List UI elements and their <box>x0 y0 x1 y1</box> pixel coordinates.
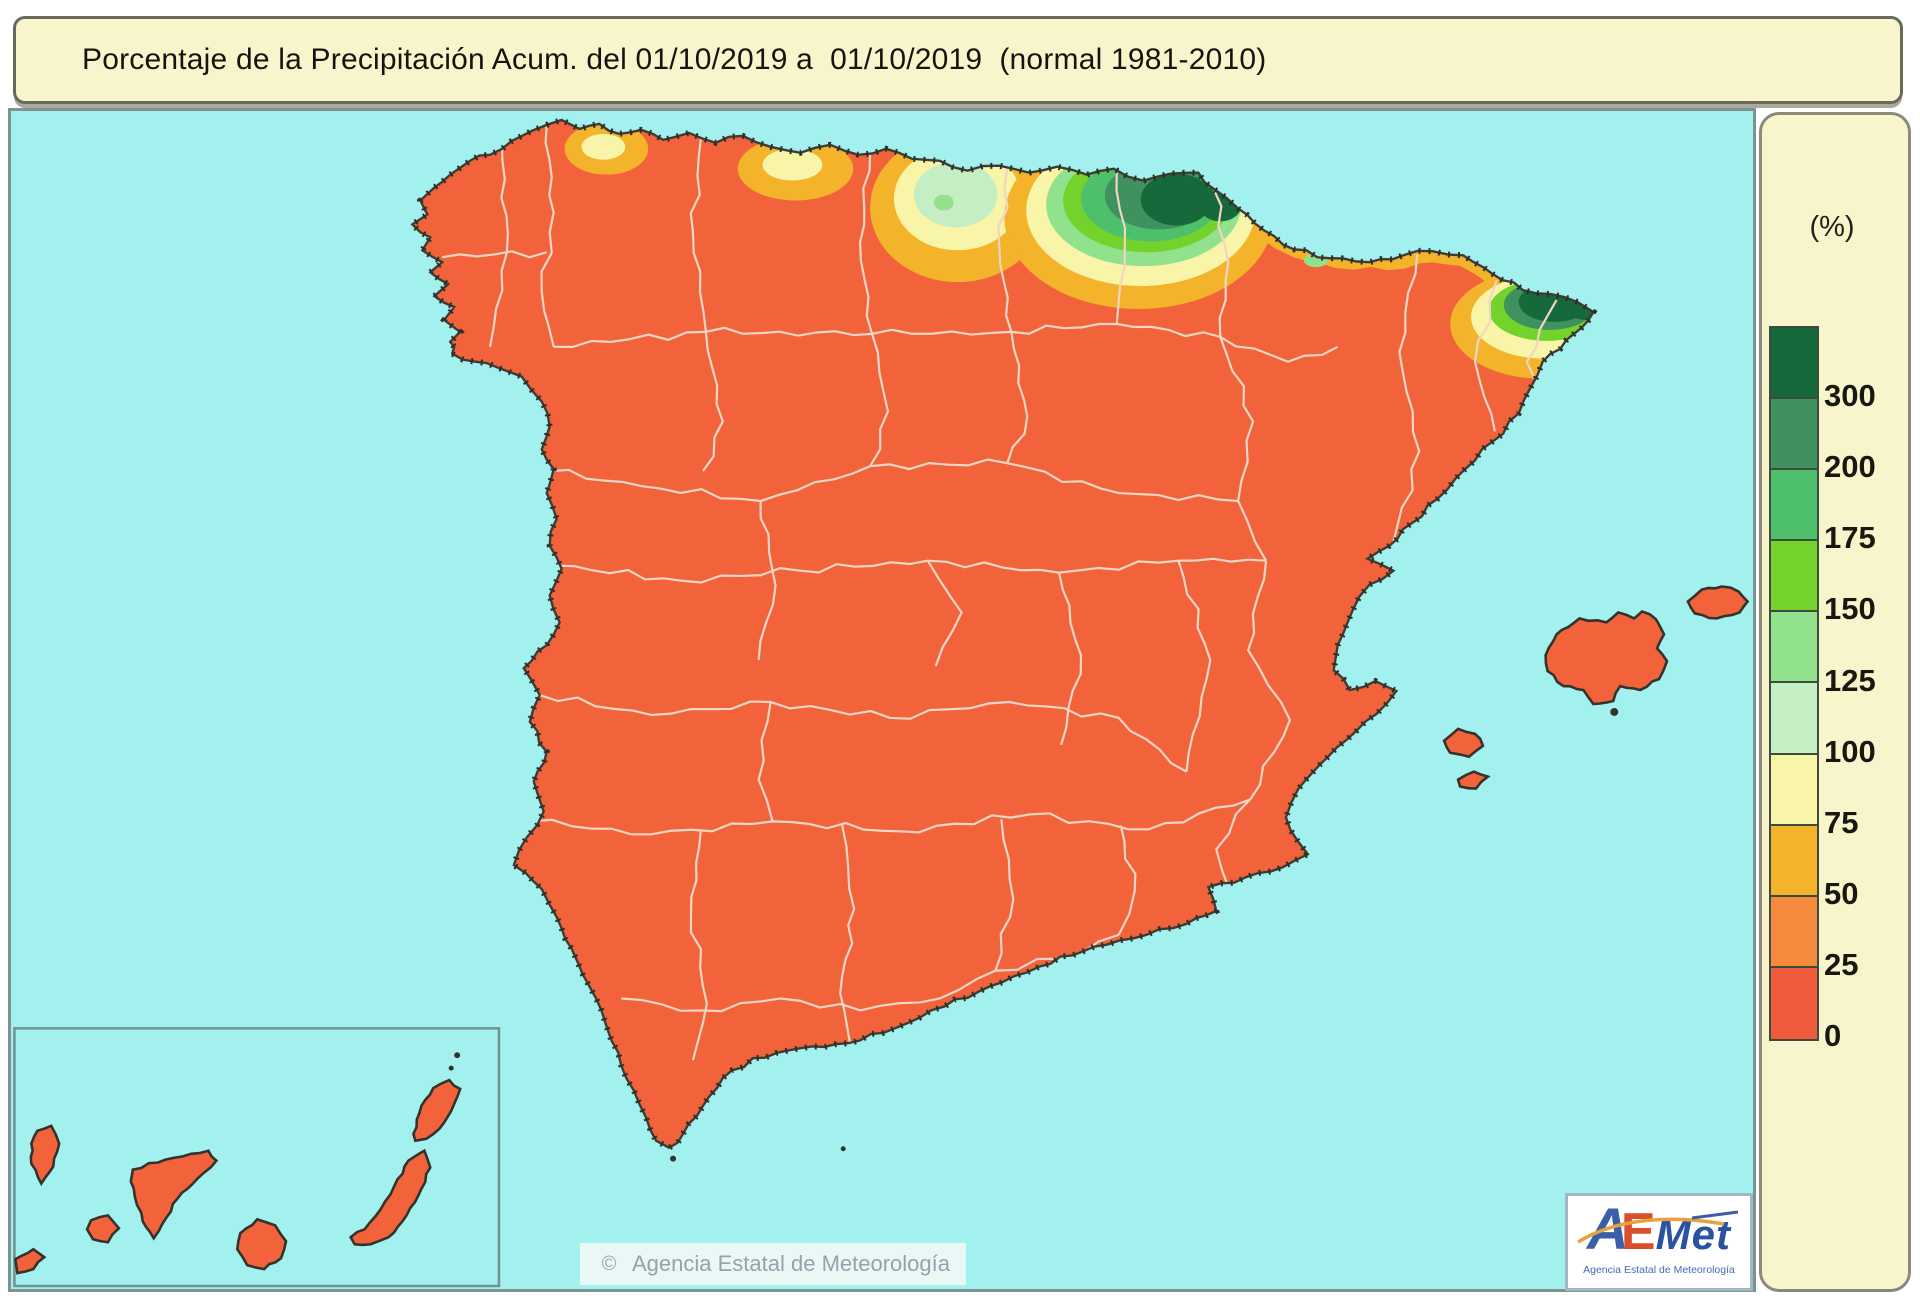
legend-tick-label: 175 <box>1824 520 1876 556</box>
island-fuerteventura <box>349 1148 432 1247</box>
logo-letter-e: E <box>1620 1203 1656 1261</box>
legend-segment <box>1771 825 1817 897</box>
legend-segment <box>1771 399 1817 471</box>
islet-dot <box>840 1146 846 1152</box>
copyright-text: Agencia Estatal de Meteorología <box>632 1251 950 1276</box>
copyright-icon: © <box>601 1252 617 1275</box>
legend-tick-label: 0 <box>1824 1018 1842 1053</box>
logo-met: Met <box>1655 1211 1731 1258</box>
legend-tick-label: 200 <box>1824 449 1876 485</box>
island-la-gomera <box>85 1213 121 1244</box>
copyright-badge: © Agencia Estatal de Meteorología <box>580 1243 966 1285</box>
legend-segment <box>1771 612 1817 684</box>
legend-colorbar <box>1769 326 1819 1041</box>
map-panel <box>8 108 1756 1292</box>
canary-islands-inset <box>13 1027 501 1288</box>
mainland-spain <box>412 119 1594 1148</box>
spain-map-svg <box>13 116 1750 1288</box>
legend-segment <box>1771 683 1817 755</box>
island-tenerife <box>129 1149 219 1241</box>
legend-segment <box>1771 328 1817 400</box>
legend-tick-label: 100 <box>1824 733 1876 769</box>
island-menorca <box>1686 585 1750 620</box>
legend-segment <box>1771 470 1817 542</box>
island-mallorca <box>1544 609 1669 706</box>
legend-unit-label: (%) <box>1809 211 1855 243</box>
map-title: Porcentaje de la Precipitación Acum. del… <box>82 43 1267 76</box>
island-lanzarote <box>412 1078 462 1143</box>
islet-dot <box>448 1065 454 1071</box>
legend-segment <box>1771 896 1817 968</box>
islet-dot <box>454 1052 461 1059</box>
legend-tick-label: 125 <box>1824 662 1876 698</box>
legend-tick-label: 150 <box>1824 591 1876 627</box>
aemet-logo: AEMet Agencia Estatal de Meteorología <box>1565 1193 1753 1291</box>
legend-segment <box>1771 754 1817 826</box>
legend-tick-label: 50 <box>1824 875 1859 911</box>
island-la-palma <box>29 1124 61 1187</box>
coastline <box>410 118 1596 1150</box>
legend-tick-label: 300 <box>1824 378 1876 414</box>
legend-tick-label: 75 <box>1824 804 1859 840</box>
islet-dot <box>670 1155 677 1162</box>
logo-subtitle: Agencia Estatal de Meteorología <box>1583 1264 1735 1276</box>
legend-panel: (%) 300 200 175 150 125 100 75 50 25 0 <box>1759 112 1911 1292</box>
island-ibiza <box>1442 727 1485 759</box>
island-formentera <box>1456 770 1491 790</box>
islet-dot <box>1610 707 1619 716</box>
island-el-hierro <box>14 1247 47 1275</box>
legend-segment <box>1771 967 1817 1039</box>
aemet-logo-wordmark: AEMet <box>1568 1198 1750 1262</box>
province-borders <box>442 124 1558 1061</box>
legend-tick-label: 25 <box>1824 946 1859 982</box>
island-gran-canaria <box>235 1217 288 1271</box>
legend-segment <box>1771 541 1817 613</box>
title-bar: Porcentaje de la Precipitación Acum. del… <box>13 16 1903 104</box>
